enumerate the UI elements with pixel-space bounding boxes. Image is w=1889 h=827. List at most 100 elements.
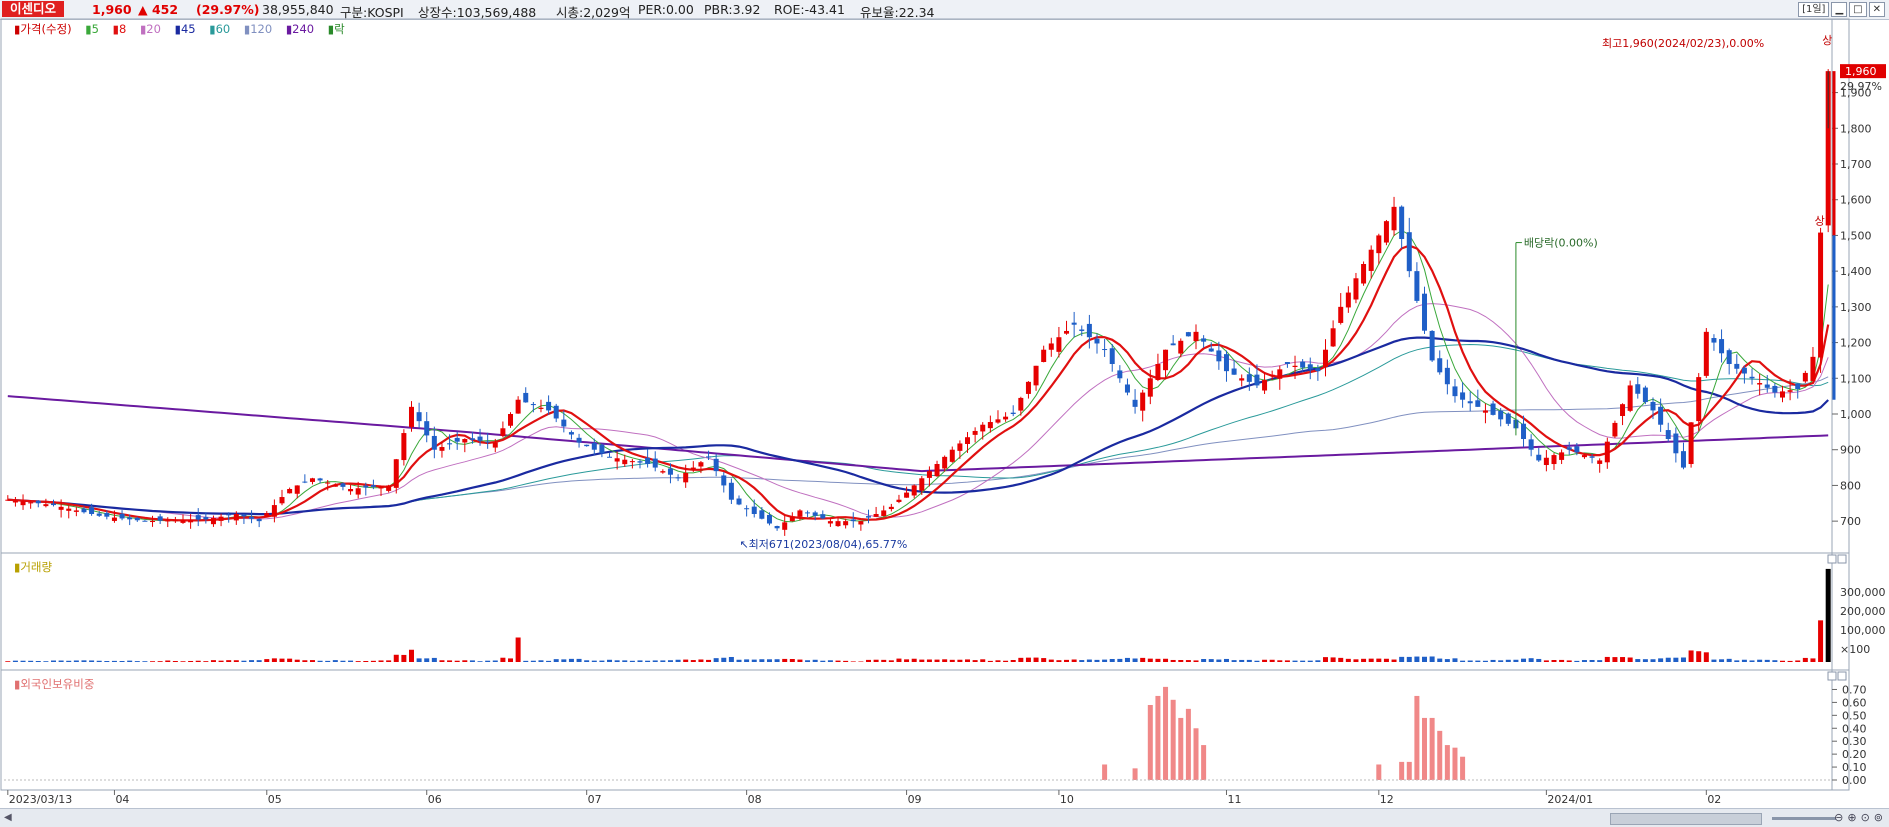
bottom-scrollbar[interactable]: ◀ ▶ ⊖ ⊕ ⊙ ⊚ bbox=[0, 808, 1889, 827]
volume-bar bbox=[935, 660, 940, 662]
candle bbox=[394, 459, 399, 488]
volume-bar bbox=[965, 659, 970, 662]
volume-bar bbox=[1513, 660, 1518, 662]
volume-bar bbox=[584, 660, 589, 662]
x-tick-label: 06 bbox=[428, 793, 442, 806]
volume-bar bbox=[790, 659, 795, 662]
volume-bar bbox=[287, 659, 292, 662]
candle bbox=[1056, 337, 1061, 352]
volume-bar bbox=[950, 660, 955, 662]
candle bbox=[1491, 404, 1496, 415]
zoom-in-icon[interactable]: ⊕ bbox=[1847, 811, 1856, 824]
volume-bar bbox=[1026, 658, 1031, 662]
candle bbox=[889, 507, 894, 509]
volume-bar bbox=[1041, 658, 1046, 662]
candle bbox=[356, 488, 361, 494]
zoom-out-icon[interactable]: ⊖ bbox=[1834, 811, 1843, 824]
candle bbox=[737, 499, 742, 505]
candle bbox=[957, 443, 962, 450]
zoom-reset-icon[interactable]: ⊙ bbox=[1861, 811, 1870, 824]
volume-bar bbox=[698, 659, 703, 662]
price-tick-label: 1,200 bbox=[1840, 337, 1872, 350]
candle bbox=[59, 507, 64, 510]
volume-bar bbox=[74, 660, 79, 662]
volume-bar bbox=[485, 661, 490, 662]
volume-bar bbox=[1140, 658, 1145, 662]
x-tick-label: 2023/03/13 bbox=[9, 793, 72, 806]
volume-tick-label: 200,000 bbox=[1840, 605, 1886, 618]
candle bbox=[371, 485, 376, 487]
volume-bar bbox=[1079, 660, 1084, 662]
x-tick-label: 12 bbox=[1380, 793, 1394, 806]
candle bbox=[417, 412, 422, 421]
candle bbox=[980, 425, 985, 432]
volume-bar bbox=[660, 660, 665, 662]
volume-bar bbox=[729, 657, 734, 662]
candle bbox=[363, 486, 368, 488]
x-tick-label: 09 bbox=[908, 793, 922, 806]
volume-bar bbox=[866, 660, 871, 662]
candle bbox=[1079, 329, 1084, 330]
candle bbox=[13, 501, 18, 503]
candle bbox=[599, 445, 604, 454]
volume-bar bbox=[447, 660, 452, 662]
candle bbox=[1216, 350, 1221, 361]
candle bbox=[287, 489, 292, 493]
volume-panel-label: ▮거래량 bbox=[14, 559, 52, 575]
scroll-thumb[interactable] bbox=[1610, 813, 1762, 825]
low-annotation: ↖최저671(2023/08/04),65.77% bbox=[739, 538, 907, 551]
volume-bar bbox=[1475, 661, 1480, 662]
volume-bar bbox=[280, 659, 285, 662]
candle bbox=[1232, 369, 1237, 375]
candle bbox=[1780, 391, 1785, 397]
candle bbox=[1574, 446, 1579, 452]
candle bbox=[257, 519, 262, 521]
candle bbox=[1323, 350, 1328, 367]
foreign-bar bbox=[1399, 762, 1404, 780]
volume-bar bbox=[1338, 658, 1343, 662]
foreign-bar bbox=[1460, 757, 1465, 780]
candle bbox=[211, 518, 216, 524]
volume-bar bbox=[775, 659, 780, 662]
volume-bar bbox=[1795, 660, 1800, 662]
candle bbox=[1224, 354, 1229, 371]
candle bbox=[1803, 373, 1808, 382]
candle bbox=[226, 514, 231, 515]
volume-bar bbox=[1772, 660, 1777, 662]
volume-bar bbox=[805, 660, 810, 662]
candle bbox=[104, 513, 109, 517]
candle bbox=[1666, 430, 1671, 439]
price-tick-label: 1,500 bbox=[1840, 229, 1872, 242]
volume-bar bbox=[653, 660, 658, 662]
zoom-controls: ⊖ ⊕ ⊙ ⊚ bbox=[1834, 811, 1883, 824]
volume-bar bbox=[1574, 661, 1579, 662]
candle bbox=[607, 457, 612, 458]
scroll-left-icon[interactable]: ◀ bbox=[4, 812, 12, 823]
candle bbox=[127, 517, 132, 519]
volume-bar bbox=[836, 661, 841, 662]
candle bbox=[995, 419, 1000, 422]
candle bbox=[508, 414, 513, 426]
volume-bar bbox=[1666, 658, 1671, 662]
candle bbox=[1049, 343, 1054, 349]
candle bbox=[1171, 343, 1176, 345]
volume-bar bbox=[1392, 660, 1397, 662]
volume-bar bbox=[1818, 620, 1823, 662]
volume-bar bbox=[607, 660, 612, 662]
volume-bar bbox=[409, 650, 414, 662]
candle bbox=[455, 438, 460, 442]
candle bbox=[592, 443, 597, 450]
candle bbox=[668, 468, 673, 474]
volume-bar bbox=[112, 661, 117, 662]
candle bbox=[691, 468, 696, 470]
candle bbox=[797, 510, 802, 516]
current-price-badge-text: 1,960 bbox=[1845, 65, 1877, 78]
volume-bar bbox=[1727, 659, 1732, 662]
volume-bar bbox=[1148, 659, 1153, 662]
volume-bar bbox=[1620, 657, 1625, 662]
candle bbox=[1757, 383, 1762, 384]
price-chart[interactable]: 7008009001,0001,1001,2001,3001,4001,5001… bbox=[0, 0, 1889, 808]
zoom-slider[interactable] bbox=[1772, 817, 1836, 820]
candle bbox=[1018, 398, 1023, 411]
zoom-fit-icon[interactable]: ⊚ bbox=[1874, 811, 1883, 824]
